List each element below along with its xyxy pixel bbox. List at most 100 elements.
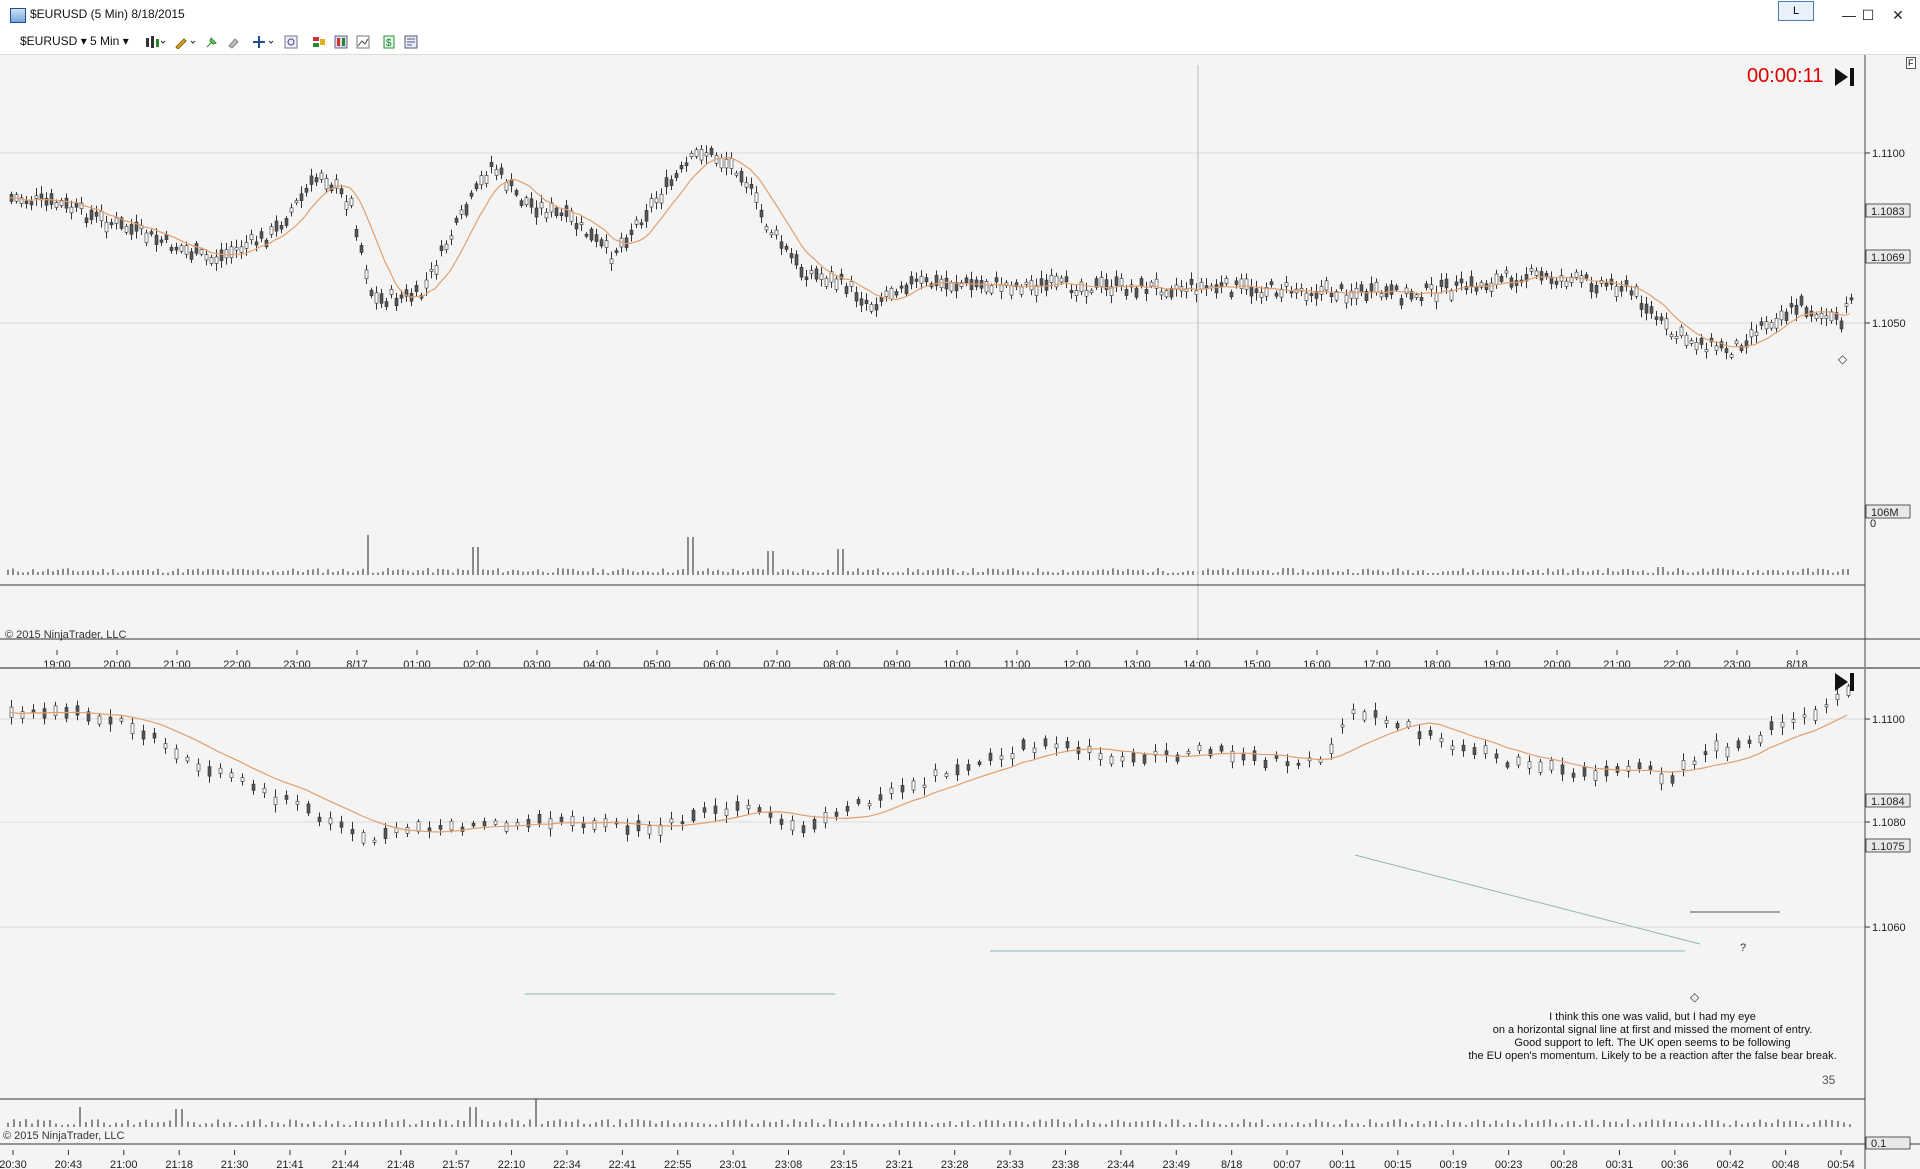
candle-body [1296, 762, 1301, 766]
candle-body [19, 197, 24, 204]
orders-icon[interactable] [312, 35, 326, 49]
candle-body [1299, 288, 1304, 292]
candle-body [1404, 287, 1409, 295]
zoom-icon[interactable] [284, 35, 298, 49]
candle-body [1538, 761, 1543, 773]
candle-body [1406, 721, 1411, 728]
candle-body [499, 167, 504, 175]
close-button[interactable]: ✕ [1876, 0, 1920, 30]
properties-icon[interactable] [404, 35, 418, 49]
candle-body [1319, 286, 1324, 295]
candle-body [1019, 286, 1024, 295]
candle-body [154, 234, 159, 245]
candle-body [304, 187, 309, 193]
candle-body [1114, 276, 1119, 286]
bottom-chart-panel[interactable]: ◇ 20:30 20:43 21:00 21:18 21:30 21:41 21:44 21:… [0, 667, 1920, 1169]
candle-body [1459, 278, 1464, 284]
candle-body [1824, 704, 1829, 708]
candle-body [1049, 275, 1054, 283]
time-label: 15:00 [1243, 659, 1271, 667]
panel-tab-f[interactable]: F [1906, 57, 1916, 69]
pencil-icon[interactable] [174, 35, 196, 49]
candle-body [218, 767, 223, 774]
time-label: 05:00 [643, 659, 671, 667]
candle-body [179, 245, 184, 252]
candle-body [1414, 294, 1419, 298]
skip-to-end-icon[interactable] [1833, 66, 1857, 88]
layout-button[interactable]: L [1778, 1, 1814, 21]
time-label: 04:00 [583, 659, 611, 667]
candle-body [579, 222, 584, 225]
top-chart-panel[interactable]: ◇ 19:00 20:00 21:00 22:00 23:00 8/17 01:00 02:0… [0, 55, 1920, 667]
pin-icon[interactable] [204, 35, 218, 49]
candle-body [1659, 773, 1664, 785]
candle-body [1648, 765, 1653, 770]
crosshair-icon[interactable] [252, 35, 276, 49]
candle-body [1164, 290, 1169, 298]
candle-body [1197, 744, 1202, 752]
instrument-selector[interactable]: $EURUSD ▾ [20, 34, 87, 48]
top-diamond-marker: ◇ [1838, 352, 1848, 366]
candle-body [1269, 281, 1274, 285]
candle-body [809, 270, 814, 275]
time-label: 23:38 [1052, 1159, 1080, 1169]
candle-body [459, 209, 464, 215]
eraser-icon[interactable] [226, 35, 240, 49]
bottom-chart-canvas: ◇ 20:30 20:43 21:00 21:18 21:30 21:41 21:44 21:… [0, 669, 1920, 1169]
dollar-icon[interactable]: $ [382, 35, 396, 49]
maximize-button[interactable]: ☐ [1850, 0, 1886, 30]
time-label: 16:00 [1303, 659, 1331, 667]
candle-body [746, 804, 751, 810]
candle-body [1149, 281, 1154, 287]
candle-body [1844, 303, 1849, 307]
candle-body [599, 239, 604, 247]
candle-body [1120, 756, 1125, 762]
chart-image-icon[interactable] [356, 35, 370, 49]
candle-body [149, 231, 154, 235]
candle-body [789, 253, 794, 259]
candle-body [989, 285, 994, 294]
candle-body [108, 716, 113, 725]
candle-body [1849, 297, 1854, 301]
candle-body [812, 818, 817, 830]
candle-body [1034, 285, 1039, 296]
candle-body [804, 276, 809, 280]
candle-body [549, 202, 554, 213]
candle-body [1804, 307, 1809, 317]
price-badge [1865, 838, 1911, 853]
candle-body [581, 822, 586, 828]
skip-to-end-icon[interactable] [1833, 672, 1857, 692]
candle-body [509, 179, 514, 187]
time-label: 00:36 [1661, 1159, 1689, 1169]
candle-body [1560, 764, 1565, 775]
time-label: 00:19 [1439, 1159, 1467, 1169]
templates-icon[interactable] [334, 35, 348, 49]
price-badge [1865, 793, 1911, 808]
candle-body [874, 304, 879, 311]
candle-body [1594, 285, 1599, 294]
price-badge-label: 1.1075 [1871, 841, 1905, 853]
candle-body [574, 223, 579, 230]
candle-body [429, 269, 434, 272]
candle-body [224, 249, 229, 259]
volume-badge-label: 106M [1871, 507, 1899, 519]
candle-body [1734, 340, 1739, 345]
interval-selector[interactable]: 5 Min ▾ [90, 34, 129, 48]
candle-body [1725, 746, 1730, 758]
candle-body [911, 780, 916, 791]
candle-body [1784, 311, 1789, 321]
candle-body [209, 257, 214, 264]
time-label: 00:15 [1384, 1159, 1412, 1169]
trade-annotation: I think this one was valid, but I had my… [1440, 1011, 1865, 1063]
candle-body [214, 256, 219, 264]
chart-style-icon[interactable] [144, 35, 166, 49]
candle-body [384, 301, 389, 307]
candle-body [1362, 711, 1367, 721]
candle-body [254, 241, 259, 246]
minimize-button[interactable]: — [1826, 0, 1872, 30]
candle-body [749, 184, 754, 189]
bottom-price-axis: 1.1100 1.1080 1.1060 1.1084 1.1075 0.1 [1865, 714, 1911, 1150]
candle-body [659, 194, 664, 204]
candle-body [724, 158, 729, 169]
candle-body [1399, 298, 1404, 306]
